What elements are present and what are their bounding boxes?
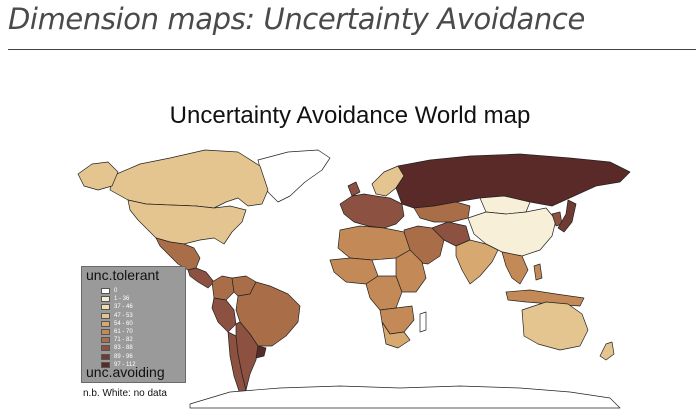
region-new-zealand bbox=[599, 341, 615, 361]
legend-swatch bbox=[101, 320, 110, 327]
legend-swatch bbox=[101, 312, 110, 319]
region-argentina bbox=[235, 321, 259, 391]
legend-label: 1 - 36 bbox=[114, 296, 130, 303]
region-greenland bbox=[257, 149, 331, 203]
region-southeast-asia bbox=[501, 251, 529, 285]
legend-swatch bbox=[101, 296, 110, 303]
region-central-america bbox=[187, 267, 215, 289]
region-australia bbox=[521, 301, 589, 351]
heading-divider bbox=[8, 49, 696, 50]
region-central-africa bbox=[365, 275, 403, 311]
legend-label: 71 - 82 bbox=[114, 337, 133, 344]
region-colombia bbox=[211, 275, 235, 301]
legend-label: 61 - 70 bbox=[114, 328, 133, 335]
legend-label: 0 bbox=[114, 288, 118, 294]
legend-label: 89 - 96 bbox=[114, 353, 133, 360]
region-peru bbox=[211, 297, 237, 333]
legend-swatch bbox=[101, 337, 110, 344]
region-philippines bbox=[533, 263, 543, 281]
region-usa bbox=[127, 199, 247, 245]
map-footnote: n.b. White: no data bbox=[83, 388, 167, 399]
legend-label: 83 - 88 bbox=[114, 345, 133, 352]
legend-label: 97 - 112 bbox=[114, 361, 136, 368]
region-russia bbox=[395, 153, 631, 209]
map-legend: unc.tolerant 0 1 - 36 37 - 46 47 - 53 54… bbox=[81, 266, 186, 383]
region-indonesia bbox=[505, 289, 585, 307]
legend-bottom-label: unc.avoiding bbox=[86, 364, 165, 380]
legend-top-label: unc.tolerant bbox=[86, 267, 160, 283]
region-east-africa bbox=[395, 249, 427, 293]
legend-swatch bbox=[101, 345, 110, 352]
legend-swatch bbox=[101, 304, 110, 311]
map-title: Uncertainty Avoidance World map bbox=[169, 102, 531, 129]
region-canada bbox=[109, 149, 269, 209]
region-west-africa bbox=[329, 257, 379, 285]
legend-label: 54 - 60 bbox=[114, 320, 133, 327]
region-uk bbox=[347, 181, 361, 197]
region-south-africa bbox=[381, 321, 411, 349]
region-alaska bbox=[77, 161, 119, 191]
legend-swatch bbox=[101, 353, 110, 360]
region-madagascar bbox=[419, 311, 427, 333]
region-japan bbox=[557, 199, 577, 233]
region-antarctica bbox=[189, 385, 621, 409]
page-heading: Dimension maps: Uncertainty Avoidance bbox=[8, 2, 585, 36]
legend-swatch bbox=[101, 328, 110, 335]
legend-label: 37 - 46 bbox=[114, 304, 133, 311]
region-europe-west bbox=[339, 193, 405, 229]
legend-swatch bbox=[101, 361, 110, 368]
legend-label: 47 - 53 bbox=[114, 312, 133, 319]
legend-swatch bbox=[101, 288, 110, 294]
region-north-africa bbox=[337, 225, 411, 261]
region-india bbox=[455, 239, 499, 285]
region-uruguay bbox=[255, 345, 267, 359]
